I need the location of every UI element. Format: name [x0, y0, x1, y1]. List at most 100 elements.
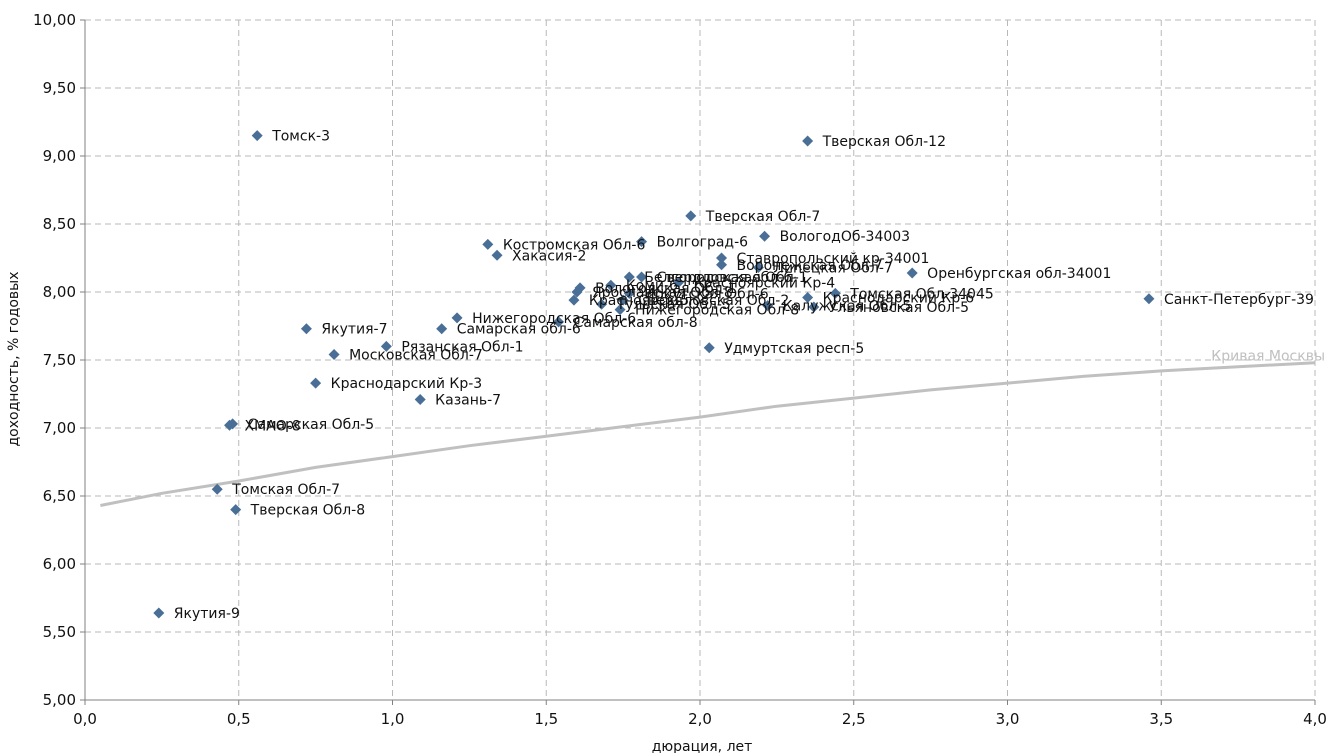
- data-point: [230, 504, 242, 516]
- data-point-label: Иркутская Обл-6: [644, 286, 769, 302]
- data-point: [685, 210, 697, 222]
- data-point-label: Калужская Обл-5: [783, 299, 912, 315]
- data-point: [636, 271, 648, 283]
- data-point-label: Удмуртская респ-5: [724, 341, 864, 357]
- data-point-label: Свердловская Обл-2: [638, 293, 789, 309]
- data-point-label: Коми-6: [626, 278, 678, 294]
- data-point-label: Санкт-Петербург-39: [1164, 292, 1314, 308]
- x-tick-label: 0,5: [227, 710, 251, 728]
- x-tick-label: 2,5: [842, 710, 866, 728]
- data-point-label: Тверская Обл-7: [705, 209, 820, 225]
- data-point: [906, 267, 918, 279]
- data-point-label: Свердловская Обл-1: [657, 270, 808, 286]
- data-point: [568, 294, 580, 306]
- data-point-label: Нижегородская Обл-6: [472, 311, 636, 327]
- data-point: [703, 342, 715, 354]
- data-point: [617, 294, 629, 306]
- data-point-label: Томская Обл-34045: [849, 286, 993, 302]
- y-tick-label: 5,00: [43, 691, 76, 709]
- data-point-label: ВологодОб-34003: [780, 229, 911, 245]
- y-tick-label: 7,00: [43, 419, 76, 437]
- y-tick-label: 10,00: [33, 11, 76, 29]
- x-tick-label: 3,5: [1149, 710, 1173, 728]
- data-points: [153, 130, 1155, 619]
- y-tick-label: 6,50: [43, 487, 76, 505]
- data-point: [553, 316, 565, 328]
- x-tick-label: 1,0: [381, 710, 405, 728]
- data-point: [328, 349, 340, 361]
- data-point-label: Краснодарский Кр-6: [823, 290, 975, 306]
- y-tick-labels: 5,00 5,50 6,00 6,50 7,00 7,50 8,00 8,50 9,00 9,50…: [33, 11, 76, 709]
- data-point: [623, 271, 635, 283]
- data-point: [759, 230, 771, 242]
- data-point-label: Костромская Обл-6: [503, 237, 646, 253]
- data-point-label: Казань-7: [435, 392, 501, 408]
- data-point-label: Хакасия-2: [512, 248, 586, 264]
- x-tick-label: 2,0: [688, 710, 712, 728]
- data-point: [808, 301, 820, 313]
- y-tick-label: 9,00: [43, 147, 76, 165]
- y-tick-label: 6,00: [43, 555, 76, 573]
- data-point-label: ХМАО-8: [245, 418, 301, 434]
- curve-line: [100, 361, 1316, 507]
- y-tick-label: 7,50: [43, 351, 76, 369]
- data-point: [716, 252, 728, 264]
- x-tick-label: 0,0: [73, 710, 97, 728]
- curve-label: Кривая Москвы: [1211, 349, 1325, 365]
- data-point: [829, 287, 841, 299]
- y-axis-title: доходность, % годовых: [6, 271, 22, 446]
- point-labels: Томск-3 Тверская Обл-12 Тверская Обл-7 Воло…: [174, 129, 1314, 622]
- data-point-label: Нижегородская Обл-8: [635, 303, 799, 319]
- data-point: [614, 304, 626, 316]
- data-point-label: Рязанская Обл-1: [401, 339, 523, 355]
- data-point: [571, 286, 583, 298]
- data-point: [762, 300, 774, 312]
- data-point-label: Самарская обл-6: [457, 322, 581, 338]
- data-point-label: Краснодарский Кр-3: [331, 376, 483, 392]
- data-point: [672, 276, 684, 288]
- data-point-label: Липецкая Обл-7: [773, 261, 892, 277]
- data-point: [752, 262, 764, 274]
- grid-lines: [85, 19, 1316, 700]
- data-point-label: Вологодская Обл-1: [595, 281, 736, 297]
- data-point-label: Воронежская Обл-7: [737, 258, 883, 274]
- y-tick-label: 8,00: [43, 283, 76, 301]
- data-point: [605, 279, 617, 291]
- data-point-label: Ульяновская Обл-5: [829, 300, 969, 316]
- data-point-label: Самарская Обл-5: [248, 417, 375, 433]
- x-tick-label: 4,0: [1303, 710, 1327, 728]
- data-point-label: Томск-3: [271, 129, 330, 145]
- data-point-label: Волгоград-6: [657, 235, 749, 251]
- data-point-label: Тверская Обл-8: [250, 503, 365, 519]
- data-point-label: Тульская Обл-5: [616, 297, 731, 313]
- data-point: [716, 259, 728, 271]
- data-point: [491, 249, 503, 261]
- data-point: [310, 377, 322, 389]
- data-point: [380, 340, 392, 352]
- data-point: [224, 419, 236, 431]
- data-point-label: Томская Обл-7: [231, 482, 340, 498]
- data-point: [802, 135, 814, 147]
- data-point-label: Красноярский Кр-4: [693, 275, 835, 291]
- data-point: [211, 483, 223, 495]
- y-tick-label: 5,50: [43, 623, 76, 641]
- data-point: [251, 130, 263, 142]
- data-point: [451, 312, 463, 324]
- data-point-label: Ставропольский кр-34001: [737, 251, 930, 267]
- x-tick-labels: 0,0 0,5 1,0 1,5 2,0 2,5 3,0 3,5 4,0: [73, 710, 1327, 728]
- data-point: [623, 287, 635, 299]
- yield-curve: Кривая Москвы: [100, 349, 1325, 507]
- data-point: [636, 236, 648, 248]
- y-tick-label: 8,50: [43, 215, 76, 233]
- data-point-label: Белгородская обл-6: [644, 270, 792, 286]
- data-point-label: Ярославская Обл-8: [592, 285, 733, 301]
- data-point: [153, 607, 165, 619]
- data-point: [436, 323, 448, 335]
- data-point: [482, 238, 494, 250]
- data-point-label: Якутия-9: [174, 606, 240, 622]
- data-point-label: Якутия-7: [321, 322, 387, 338]
- data-point: [414, 393, 426, 405]
- data-point-label: Самарская обл-8: [574, 315, 698, 331]
